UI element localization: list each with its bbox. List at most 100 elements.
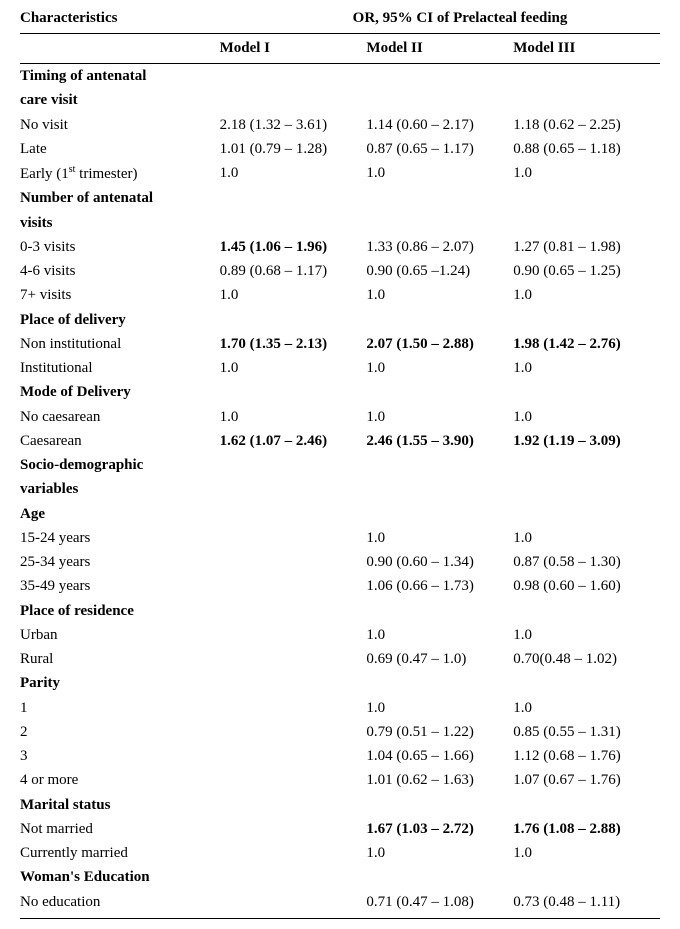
cell-m1: 2.18 (1.32 – 3.61) — [220, 115, 367, 135]
section-title-row: visits — [20, 211, 660, 235]
cell-m1 — [220, 698, 367, 718]
model-header-row: Model I Model II Model III — [20, 34, 660, 63]
model-header-blank — [20, 40, 220, 57]
cell-m3: 0.70(0.48 – 1.02) — [513, 649, 660, 669]
row-label: Currently married — [20, 843, 220, 863]
section-title: Woman's Education — [20, 867, 224, 887]
table-row: Urban1.01.0 — [20, 623, 660, 647]
row-label: 4-6 visits — [20, 261, 220, 281]
cell-m3: 1.12 (0.68 – 1.76) — [513, 746, 660, 766]
table-body: Timing of antenatalcare visitNo visit2.1… — [20, 64, 660, 914]
section-title-row: Place of delivery — [20, 308, 660, 332]
table-row: 4 or more1.01 (0.62 – 1.63)1.07 (0.67 – … — [20, 768, 660, 792]
cell-m1: 1.45 (1.06 – 1.96) — [220, 237, 367, 257]
cell-m3: 0.73 (0.48 – 1.11) — [513, 892, 660, 912]
row-label: 7+ visits — [20, 285, 220, 305]
cell-m2: 1.0 — [366, 528, 513, 548]
cell-m3: 0.90 (0.65 – 1.25) — [513, 261, 660, 281]
cell-m2: 2.46 (1.55 – 3.90) — [366, 431, 513, 451]
table-row: No education0.71 (0.47 – 1.08)0.73 (0.48… — [20, 890, 660, 914]
table-row: Not married1.67 (1.03 – 2.72)1.76 (1.08 … — [20, 817, 660, 841]
table-row: Institutional1.01.01.0 — [20, 356, 660, 380]
cell-m3: 1.27 (0.81 – 1.98) — [513, 237, 660, 257]
table-row: 7+ visits1.01.01.0 — [20, 283, 660, 307]
cell-m1 — [220, 576, 367, 596]
cell-m3: 1.0 — [513, 358, 660, 378]
row-label: Early (1st trimester) — [20, 163, 220, 184]
cell-m1 — [220, 625, 367, 645]
cell-m3: 0.88 (0.65 – 1.18) — [513, 139, 660, 159]
table-container: Characteristics OR, 95% CI of Prelacteal… — [20, 10, 660, 919]
row-label: Non institutional — [20, 334, 220, 354]
cell-m3: 1.0 — [513, 625, 660, 645]
table-row: Rural0.69 (0.47 – 1.0)0.70(0.48 – 1.02) — [20, 647, 660, 671]
row-label: Late — [20, 139, 220, 159]
section-title: Mode of Delivery — [20, 382, 224, 402]
section-title: Marital status — [20, 795, 224, 815]
row-label: No visit — [20, 115, 220, 135]
cell-m1: 1.0 — [220, 407, 367, 427]
row-label: 2 — [20, 722, 220, 742]
cell-m1: 0.89 (0.68 – 1.17) — [220, 261, 367, 281]
section-title: Socio-demographic — [20, 455, 224, 475]
row-label: No education — [20, 892, 220, 912]
cell-m1 — [220, 843, 367, 863]
cell-m1: 1.0 — [220, 285, 367, 305]
cell-m2: 1.14 (0.60 – 2.17) — [366, 115, 513, 135]
section-title-row: Marital status — [20, 793, 660, 817]
table-row: 35-49 years1.06 (0.66 – 1.73)0.98 (0.60 … — [20, 574, 660, 598]
model-2-header: Model II — [366, 40, 513, 57]
header-outcome: OR, 95% CI of Prelacteal feeding — [220, 10, 660, 27]
table-row: 2 0.79 (0.51 – 1.22)0.85 (0.55 – 1.31) — [20, 720, 660, 744]
cell-m2: 1.67 (1.03 – 2.72) — [366, 819, 513, 839]
cell-m2: 1.0 — [366, 163, 513, 184]
section-title: Place of delivery — [20, 310, 224, 330]
cell-m2: 0.79 (0.51 – 1.22) — [366, 722, 513, 742]
table-row: Non institutional1.70 (1.35 – 2.13)2.07 … — [20, 332, 660, 356]
row-label: 1 — [20, 698, 220, 718]
cell-m1 — [220, 528, 367, 548]
cell-m3: 1.92 (1.19 – 3.09) — [513, 431, 660, 451]
cell-m1 — [220, 722, 367, 742]
cell-m1: 1.01 (0.79 – 1.28) — [220, 139, 367, 159]
table-row: No caesarean1.01.01.0 — [20, 405, 660, 429]
table-row: 25-34 years0.90 (0.60 – 1.34)0.87 (0.58 … — [20, 550, 660, 574]
cell-m1: 1.0 — [220, 163, 367, 184]
cell-m1 — [220, 892, 367, 912]
model-3-header: Model III — [513, 40, 660, 57]
cell-m3: 1.76 (1.08 – 2.88) — [513, 819, 660, 839]
super-header-row: Characteristics OR, 95% CI of Prelacteal… — [20, 10, 660, 27]
cell-m3: 0.98 (0.60 – 1.60) — [513, 576, 660, 596]
cell-m3: 1.07 (0.67 – 1.76) — [513, 770, 660, 790]
section-title: variables — [20, 479, 224, 499]
cell-m1: 1.62 (1.07 – 2.46) — [220, 431, 367, 451]
cell-m2: 1.0 — [366, 285, 513, 305]
section-title: Parity — [20, 673, 224, 693]
section-title-row: care visit — [20, 88, 660, 112]
table-row: 4-6 visits0.89 (0.68 – 1.17)0.90 (0.65 –… — [20, 259, 660, 283]
cell-m2: 2.07 (1.50 – 2.88) — [366, 334, 513, 354]
row-label: 25-34 years — [20, 552, 220, 572]
cell-m2: 1.0 — [366, 625, 513, 645]
section-title: visits — [20, 213, 224, 233]
cell-m1 — [220, 770, 367, 790]
section-title-row: variables — [20, 477, 660, 501]
cell-m1 — [220, 552, 367, 572]
bottom-rule — [20, 918, 660, 919]
table-row: No visit2.18 (1.32 – 3.61)1.14 (0.60 – 2… — [20, 113, 660, 137]
cell-m3: 1.98 (1.42 – 2.76) — [513, 334, 660, 354]
cell-m2: 1.04 (0.65 – 1.66) — [366, 746, 513, 766]
cell-m1 — [220, 649, 367, 669]
cell-m2: 1.0 — [366, 843, 513, 863]
cell-m3: 1.0 — [513, 698, 660, 718]
cell-m3: 1.0 — [513, 528, 660, 548]
section-title: care visit — [20, 90, 224, 110]
cell-m1: 1.70 (1.35 – 2.13) — [220, 334, 367, 354]
cell-m1 — [220, 746, 367, 766]
cell-m2: 0.90 (0.65 –1.24) — [366, 261, 513, 281]
row-label: 3 — [20, 746, 220, 766]
cell-m2: 0.87 (0.65 – 1.17) — [366, 139, 513, 159]
cell-m2: 1.01 (0.62 – 1.63) — [366, 770, 513, 790]
cell-m3: 0.85 (0.55 – 1.31) — [513, 722, 660, 742]
row-label: 35-49 years — [20, 576, 220, 596]
